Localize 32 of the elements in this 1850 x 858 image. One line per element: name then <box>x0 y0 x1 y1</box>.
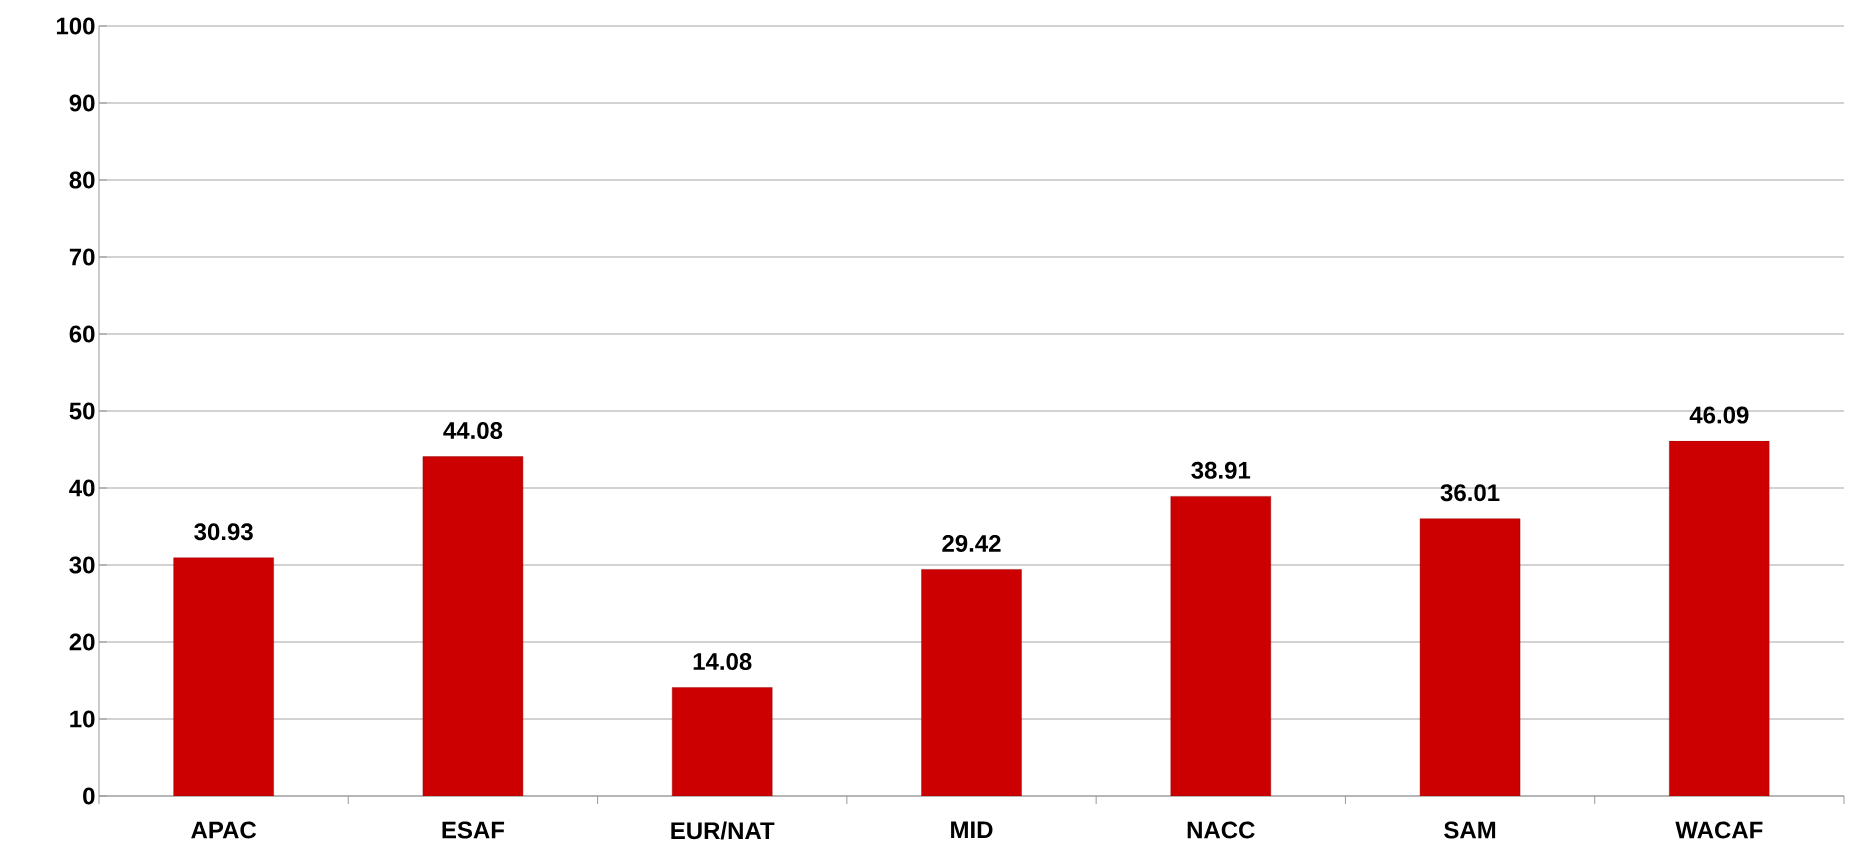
y-tick-label: 60 <box>69 325 95 343</box>
y-tick-label: 70 <box>69 248 95 266</box>
y-tick-label: 20 <box>69 633 95 651</box>
bar <box>422 456 524 796</box>
y-tick-label: 30 <box>69 556 95 574</box>
y-tick-label: 80 <box>69 171 95 189</box>
x-tick-label: MID <box>951 821 993 839</box>
data-label: 36.01 <box>1440 484 1500 502</box>
x-tick-label: SAM <box>1444 821 1496 839</box>
data-label: 29.42 <box>942 534 1001 552</box>
y-tick-label: 90 <box>69 94 95 112</box>
data-label: 38.91 <box>1191 461 1251 479</box>
y-tick-label: 100 <box>56 17 95 35</box>
x-tick-label: EUR/NAT <box>671 821 775 840</box>
y-tick-label: 10 <box>70 710 95 728</box>
y-tick-label: 40 <box>69 479 95 497</box>
x-tick-label: WACAF <box>1675 821 1763 839</box>
bar <box>921 569 1022 796</box>
data-label: 44.08 <box>443 422 503 440</box>
data-label: 14.08 <box>693 653 752 671</box>
data-label: 30.93 <box>194 523 253 541</box>
bar <box>672 687 773 796</box>
y-tick-label: 50 <box>69 402 95 420</box>
bar <box>1419 518 1521 796</box>
bar <box>1170 496 1271 796</box>
x-tick-label: NACC <box>1187 821 1255 839</box>
bar <box>173 557 274 796</box>
data-label: 46.09 <box>1689 406 1749 424</box>
y-tick-label: 0 <box>83 787 95 805</box>
x-tick-label: APAC <box>191 821 257 839</box>
x-tick-label: ESAF <box>442 821 505 839</box>
bar <box>1669 440 1770 796</box>
